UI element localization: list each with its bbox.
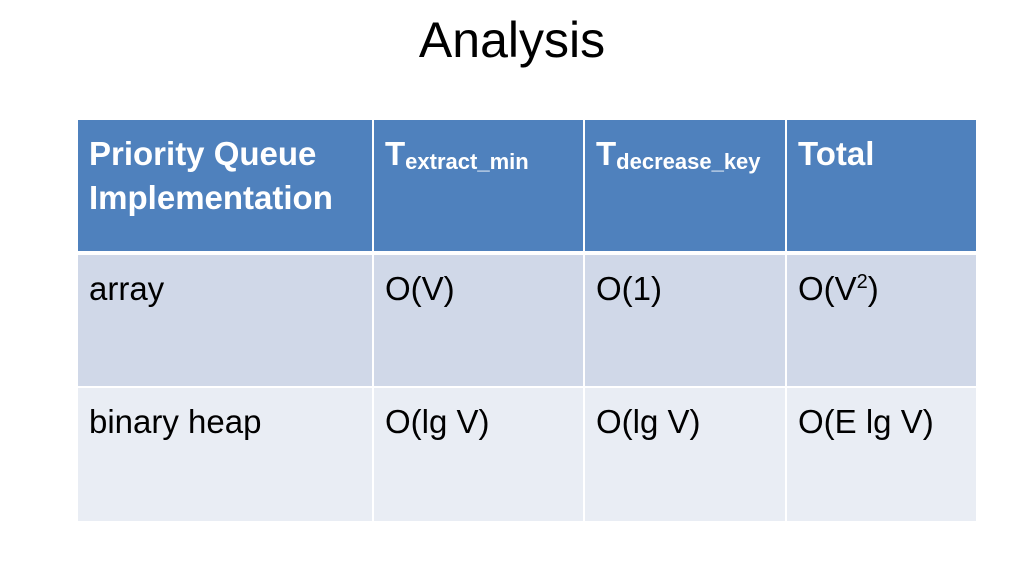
- cell-total: O(V2): [785, 252, 976, 388]
- cell-implementation: array: [78, 252, 374, 388]
- cell-total: O(E lg V): [785, 386, 976, 521]
- cell-decrease-key: O(lg V): [583, 386, 787, 521]
- cell-decrease-key: O(1): [583, 252, 787, 388]
- cell-total-sup: 2: [856, 271, 868, 293]
- cell-implementation: binary heap: [78, 386, 374, 521]
- cell-extract-min: O(V): [372, 252, 585, 388]
- header-extract-min: Textract_min: [372, 118, 585, 255]
- header-decrease-key-base: T: [596, 135, 617, 172]
- header-total: Total: [785, 118, 976, 255]
- cell-total-base: O(V: [798, 270, 857, 307]
- header-decrease-key: Tdecrease_key: [583, 118, 787, 255]
- header-implementation: Priority Queue Implementation: [78, 118, 374, 255]
- cell-extract-min: O(lg V): [372, 386, 585, 521]
- cell-total-tail: ): [867, 270, 879, 307]
- header-decrease-key-sub: decrease_key: [616, 149, 761, 174]
- table-row: binary heap O(lg V) O(lg V) O(E lg V): [78, 386, 976, 521]
- table-header-row: Priority Queue Implementation Textract_m…: [78, 118, 976, 255]
- header-extract-min-sub: extract_min: [405, 149, 529, 174]
- complexity-table: Priority Queue Implementation Textract_m…: [78, 118, 976, 521]
- table-row: array O(V) O(1) O(V2): [78, 252, 976, 388]
- header-extract-min-base: T: [385, 135, 406, 172]
- slide-title: Analysis: [418, 12, 606, 68]
